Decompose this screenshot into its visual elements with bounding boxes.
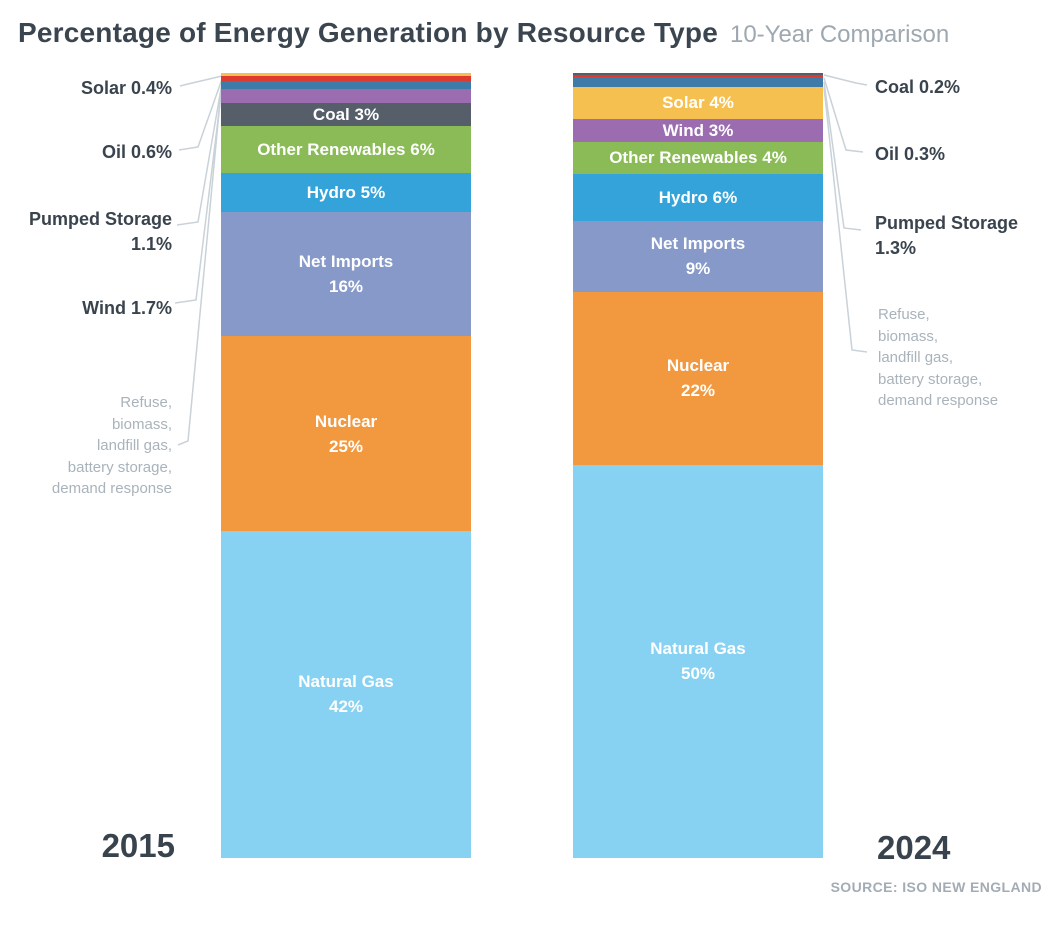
stacked-bar-2015: Coal 3% Other Renewables 6% Hydro 5% Net Im… <box>221 73 471 858</box>
segment-solar-2024: Solar 4% <box>573 87 823 119</box>
leader-line-note-2015 <box>177 90 222 446</box>
year-label-2015: 2015 <box>101 827 175 864</box>
segment-net-imports-2015: Net Imports 16% <box>221 211 471 337</box>
segment-label: Wind 3% <box>662 120 734 140</box>
label-pumped-storage-2015: Pumped Storage 1.1% <box>28 209 172 254</box>
note-other-renewables-2015: Refuse, biomass, landfill gas, battery s… <box>51 394 172 497</box>
segment-label: Nuclear 22% <box>666 356 730 401</box>
label-pumped-storage-2024: Pumped Storage 1.3% <box>875 213 1019 258</box>
label-oil-2024: Oil 0.3% <box>875 144 946 164</box>
source-credit: SOURCE: ISO NEW ENGLAND <box>830 879 1042 895</box>
segment-label: Net Imports 16% <box>298 251 394 296</box>
segment-net-imports-2024: Net Imports 9% <box>573 220 823 292</box>
leader-line-oil-2024 <box>823 77 864 153</box>
segment-nuclear-2015: Nuclear 25% <box>221 336 471 531</box>
chart-header: Percentage of Energy Generation by Resou… <box>18 17 949 49</box>
chart-title: Percentage of Energy Generation by Resou… <box>18 17 718 48</box>
segment-label: Hydro 5% <box>306 182 386 202</box>
label-coal-2024: Coal 0.2% <box>875 77 961 97</box>
segment-pumped-storage-2015 <box>221 80 471 90</box>
segment-wind-2024: Wind 3% <box>573 118 823 143</box>
leader-line-wind-2015 <box>174 86 223 304</box>
segment-hydro-2015: Hydro 5% <box>221 172 471 212</box>
leader-line-pumped-storage-2024 <box>823 81 862 231</box>
segment-label: Other Renewables 4% <box>609 148 787 168</box>
segment-label: Nuclear 25% <box>314 411 378 456</box>
segment-label: Hydro 6% <box>658 187 738 207</box>
leader-line-oil-2015 <box>178 78 223 151</box>
segment-natural-gas-2024: Natural Gas 50% <box>573 464 823 858</box>
segment-label: Natural Gas 42% <box>298 672 394 717</box>
label-oil-2015: Oil 0.6% <box>101 142 172 162</box>
segment-label: Solar 4% <box>662 93 734 113</box>
segment-other-renewables-2024: Other Renewables 4% <box>573 142 823 174</box>
leader-line-note-2024 <box>823 86 868 353</box>
segment-nuclear-2024: Nuclear 22% <box>573 291 823 465</box>
segment-wind-2015 <box>221 89 471 103</box>
year-label-2024: 2024 <box>877 829 951 866</box>
segment-label: Net Imports 9% <box>650 234 746 279</box>
segment-other-renewables-2015: Other Renewables 6% <box>221 125 471 173</box>
leader-line-solar-2015 <box>179 75 223 87</box>
segment-hydro-2024: Hydro 6% <box>573 173 823 221</box>
segment-label: Natural Gas 50% <box>650 639 746 684</box>
leader-line-pumped-storage-2015 <box>176 82 223 226</box>
segment-natural-gas-2015: Natural Gas 42% <box>221 530 471 858</box>
note-other-renewables-2024: Refuse, biomass, landfill gas, battery s… <box>878 306 999 409</box>
segment-coal-2015: Coal 3% <box>221 102 471 126</box>
segment-oil-2024 <box>573 74 823 77</box>
segment-pumped-storage-2024 <box>573 76 823 88</box>
segment-oil-2015 <box>221 76 471 81</box>
stacked-bar-2024: Solar 4% Wind 3% Other Renewables 4% Hydro … <box>573 73 823 858</box>
chart-subtitle: 10-Year Comparison <box>729 21 950 48</box>
label-wind-2015: Wind 1.7% <box>82 298 172 318</box>
label-solar-2015: Solar 0.4% <box>80 78 172 98</box>
segment-coal-2024 <box>573 73 823 75</box>
segment-solar-2015 <box>221 73 471 77</box>
leader-line-coal-2024 <box>823 74 868 86</box>
segment-label: Coal 3% <box>312 104 380 124</box>
segment-label: Other Renewables 6% <box>257 139 435 159</box>
